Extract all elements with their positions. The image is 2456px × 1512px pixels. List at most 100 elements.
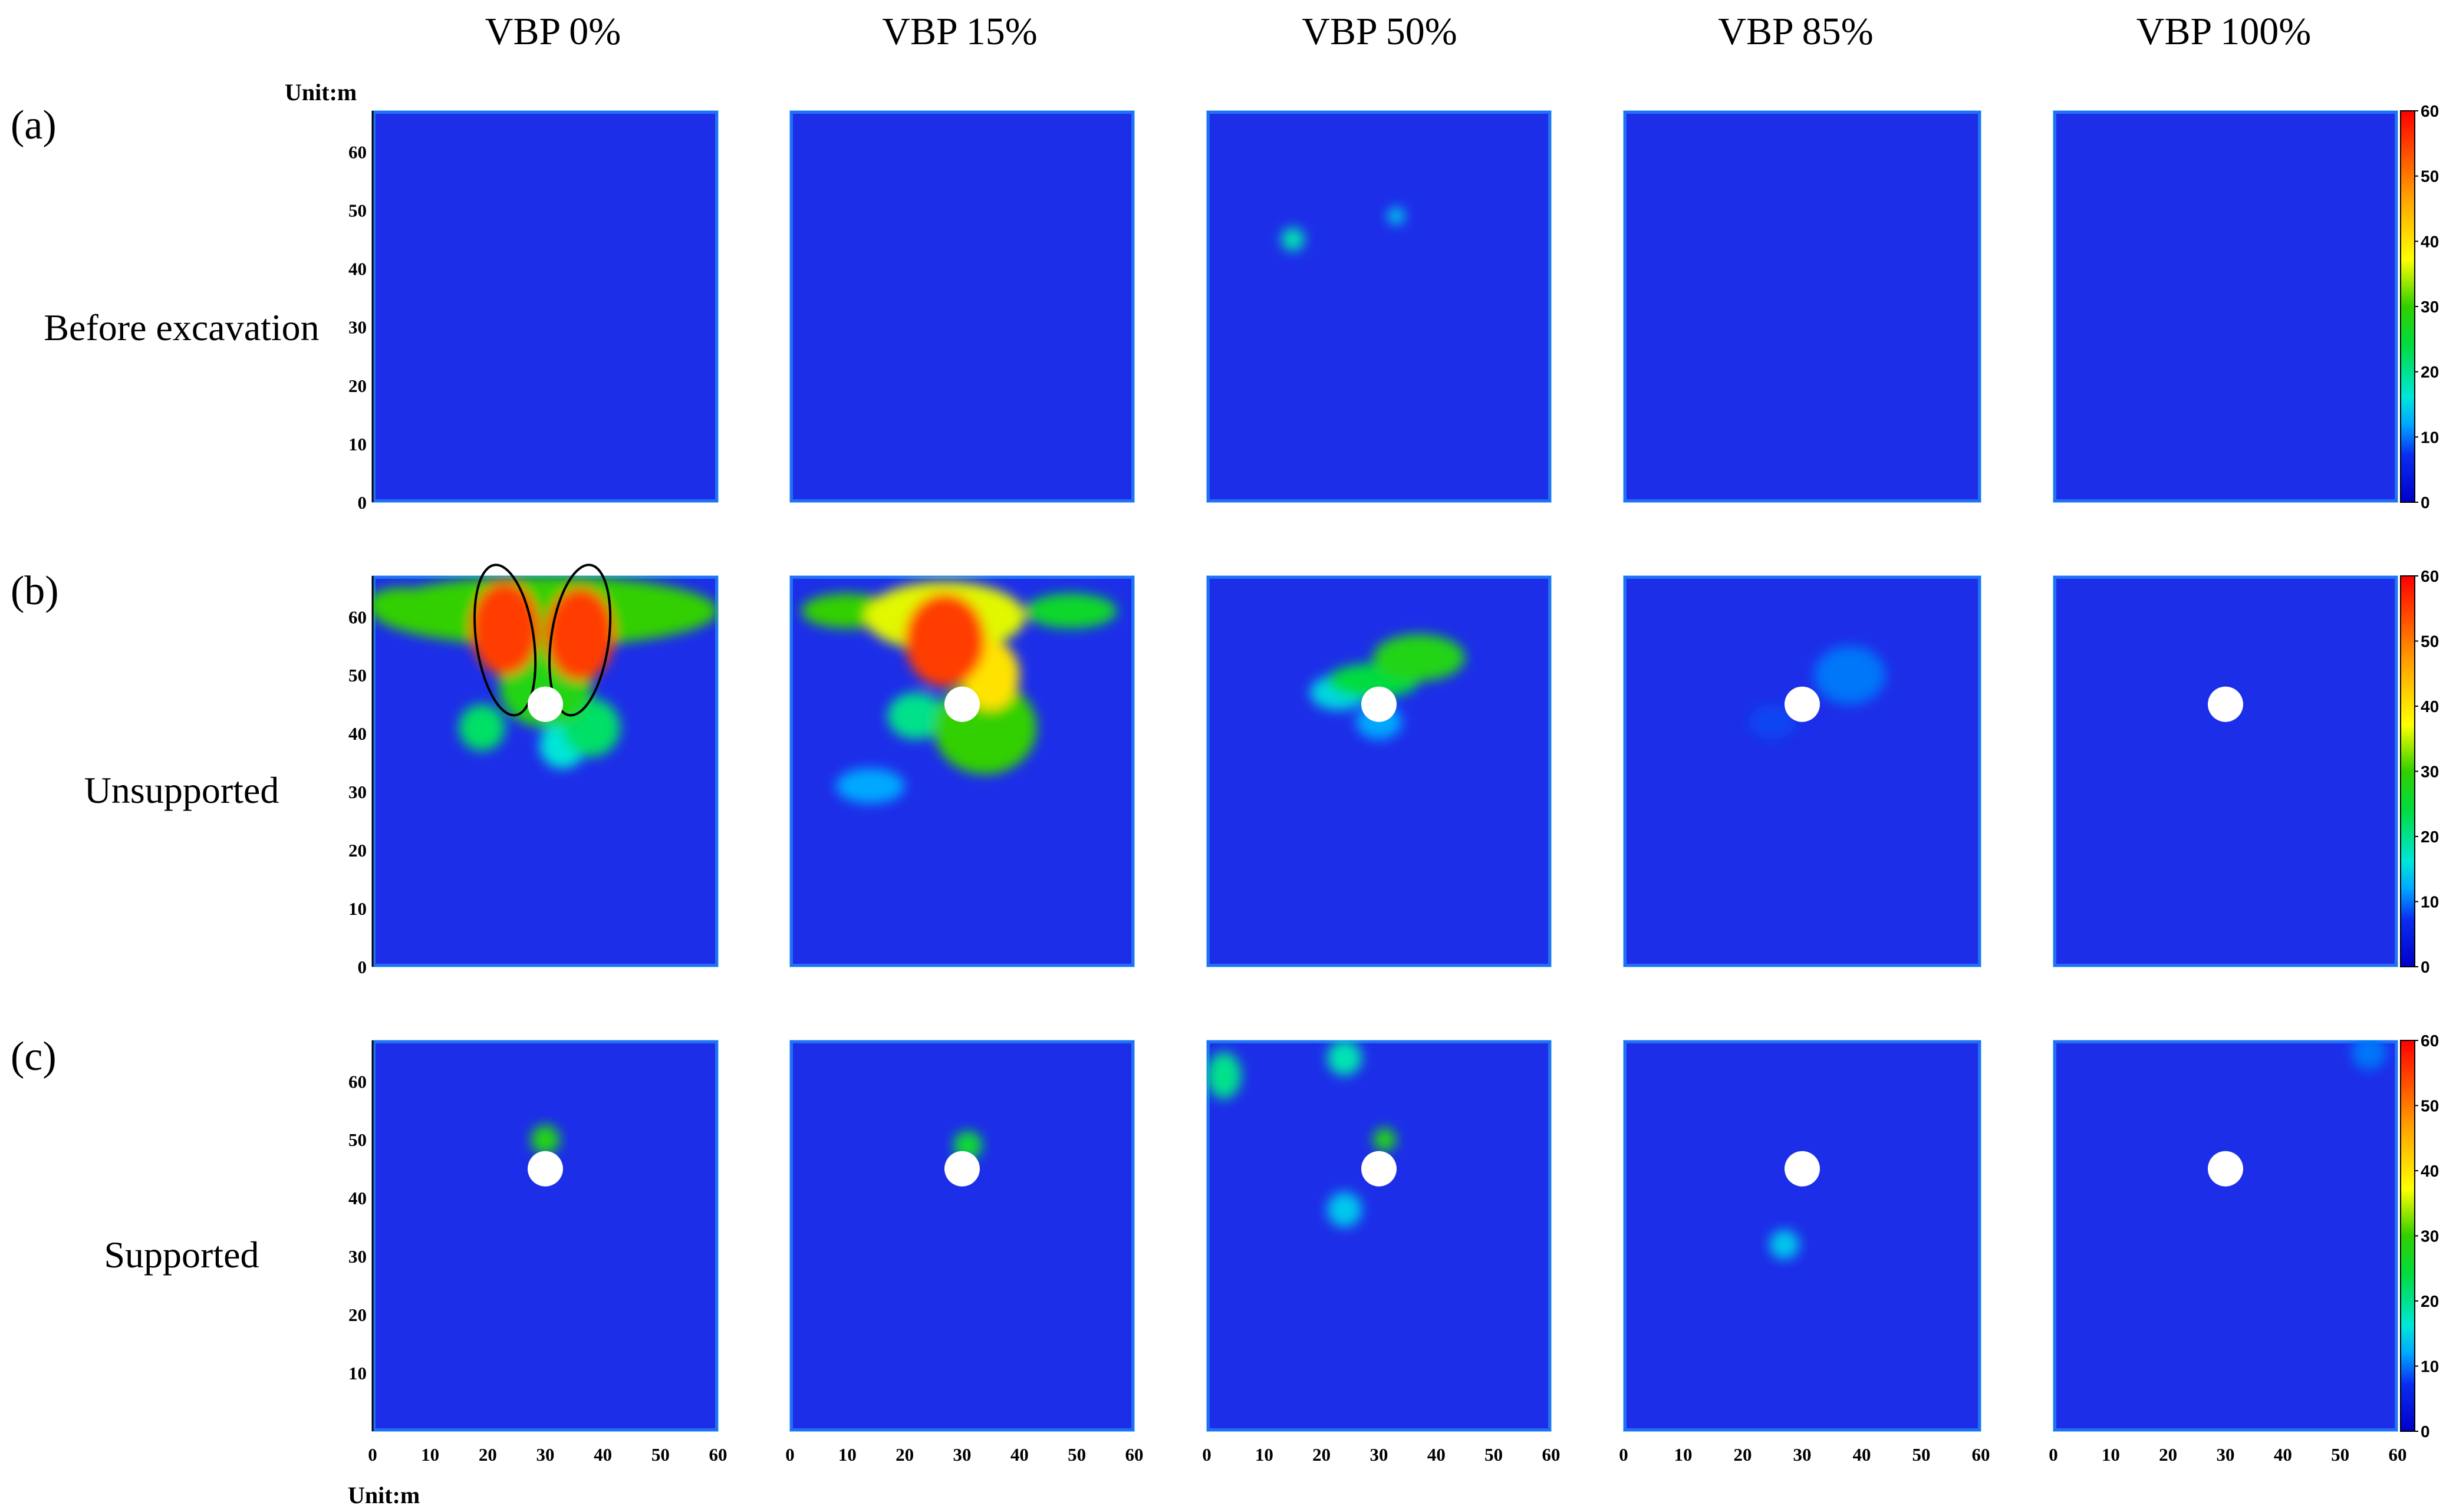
panel-background (373, 111, 718, 502)
panel-hotspots (1310, 634, 1465, 740)
y-tick-label: 60 (348, 1071, 367, 1092)
tunnel-opening (944, 1151, 980, 1187)
tunnel-opening (1785, 1151, 1820, 1187)
panel-background (1207, 1040, 1551, 1431)
row-letter-b: (b) (11, 568, 59, 614)
hotspot-0 (1387, 207, 1405, 225)
tunnel-opening (1361, 686, 1397, 722)
colorbar-tick-label: 20 (2421, 363, 2439, 381)
hotspot-0 (1327, 1192, 1362, 1227)
panel-hotspots (801, 581, 1117, 803)
colorbar-tick-label: 0 (2421, 493, 2430, 512)
x-tick-label: 10 (838, 1444, 857, 1465)
x-tick-label: 40 (2274, 1444, 2292, 1465)
colorbar-tick-label: 50 (2421, 633, 2439, 651)
column-title-vbp-15: VBP 15% (882, 10, 1037, 53)
panel-hotspots (531, 1125, 560, 1154)
x-tick-label: 50 (1484, 1444, 1503, 1465)
hotspot-0 (835, 768, 905, 803)
colorbar-tick-label: 40 (2421, 1162, 2439, 1180)
failure-zone-outline (548, 564, 612, 717)
x-tick-label: 60 (1972, 1444, 1990, 1465)
column-title-vbp-50: VBP 50% (1302, 10, 1457, 53)
hotspot-5 (373, 576, 718, 646)
panel-background (1624, 111, 1981, 502)
hotspot-3 (1373, 634, 1465, 681)
hotspot-3 (1373, 1128, 1397, 1152)
y-tick-label: 50 (348, 200, 367, 220)
x-tick-label: 30 (2217, 1444, 2235, 1465)
x-tick-label: 20 (479, 1444, 497, 1465)
x-tick-label: 50 (1068, 1444, 1086, 1465)
x-tick-label: 0 (368, 1444, 377, 1465)
colorbar-tick-label: 50 (2421, 167, 2439, 186)
heatmap-grid (371, 110, 2398, 1432)
failure-zone-outline (473, 564, 537, 717)
panel-edge (2053, 110, 2398, 503)
hotspot-7 (470, 581, 540, 676)
colorbar-tick-label: 10 (2421, 893, 2439, 911)
heatmap-panel-r2-c3 (1623, 1040, 1981, 1432)
x-tick-label: 30 (953, 1444, 972, 1465)
tunnel-opening (1361, 1151, 1397, 1187)
panel-edge (1206, 575, 1552, 967)
x-tick-label: 40 (1427, 1444, 1446, 1465)
heatmap-panel-r1-c2 (1206, 575, 1552, 967)
colorbar-tick-label: 0 (2421, 958, 2430, 976)
panel-hotspots (1207, 1040, 1397, 1227)
panel-background (2053, 576, 2398, 967)
heatmap-panel-r1-c0 (371, 564, 719, 967)
y-tick-label: 20 (348, 1305, 367, 1325)
panel-edge (2053, 1040, 2398, 1432)
x-tick-label: 20 (1734, 1444, 1752, 1465)
hotspot-1 (1814, 645, 1886, 704)
x-tick-label: 0 (1619, 1444, 1628, 1465)
panel-background (373, 1040, 718, 1431)
colorbar-tick-label: 20 (2421, 828, 2439, 846)
hotspot-1 (1327, 1040, 1362, 1076)
unit-label-top: Unit:m (285, 79, 357, 106)
hotspot-0 (1749, 704, 1796, 740)
colorbar-tick-label: 60 (2421, 567, 2439, 585)
colorbar-tick-label: 10 (2421, 1358, 2439, 1376)
colorbar-tick-label: 20 (2421, 1292, 2439, 1310)
row-letter-c: (c) (11, 1034, 57, 1079)
colorbar-group: 0 10 20 30 40 50 60 0 10 20 30 40 50 60 0 10 20 30 40 50 60 (2400, 102, 2439, 1441)
hotspot-7 (904, 593, 985, 687)
x-tick-label: 60 (1125, 1444, 1144, 1465)
y-tick-label: 60 (348, 607, 367, 627)
colorbar-tick-label: 60 (2421, 1032, 2439, 1050)
panel-edge (372, 110, 719, 503)
row-label-unsupported: Unsupported (84, 769, 279, 811)
heatmap-panel-r0-c0 (371, 110, 719, 503)
heatmap-panel-r2-c4 (2053, 1040, 2398, 1432)
y-tick-label: 50 (348, 665, 367, 686)
panel-background (1207, 111, 1551, 502)
panel-edge (1206, 1040, 1552, 1432)
y-tick-label: 40 (348, 259, 367, 279)
y-tick-label: 20 (348, 375, 367, 396)
hotspot-2 (459, 704, 505, 751)
axis-ticks: 0 10 20 30 40 50 60 0 10 20 30 40 50 60 10 20 30 40 50 60 0 1… (348, 141, 2407, 1465)
x-tick-label: 0 (1202, 1444, 1211, 1465)
hotspot-1 (887, 692, 945, 740)
y-tick-label: 0 (358, 957, 367, 977)
panel-background (790, 1040, 1134, 1431)
colorbar-tick-label: 0 (2421, 1422, 2430, 1441)
colorbar-2 (2400, 1040, 2415, 1432)
x-tick-label: 10 (421, 1444, 439, 1465)
tunnel-opening (528, 686, 563, 722)
x-tick-label: 50 (1912, 1444, 1931, 1465)
y-tick-label: 30 (348, 317, 367, 338)
panel-background (1207, 576, 1551, 967)
x-tick-label: 30 (1370, 1444, 1388, 1465)
hotspot-2 (1207, 1052, 1242, 1099)
colorbar-0 (2400, 110, 2415, 503)
x-tick-label: 0 (2049, 1444, 2058, 1465)
x-tick-label: 60 (2389, 1444, 2407, 1465)
y-tick-label: 10 (348, 1363, 367, 1383)
hotspot-0 (531, 1125, 560, 1154)
column-title-vbp-85: VBP 85% (1718, 10, 1873, 53)
panel-background (2053, 111, 2398, 502)
panel-edge (1623, 110, 1981, 503)
